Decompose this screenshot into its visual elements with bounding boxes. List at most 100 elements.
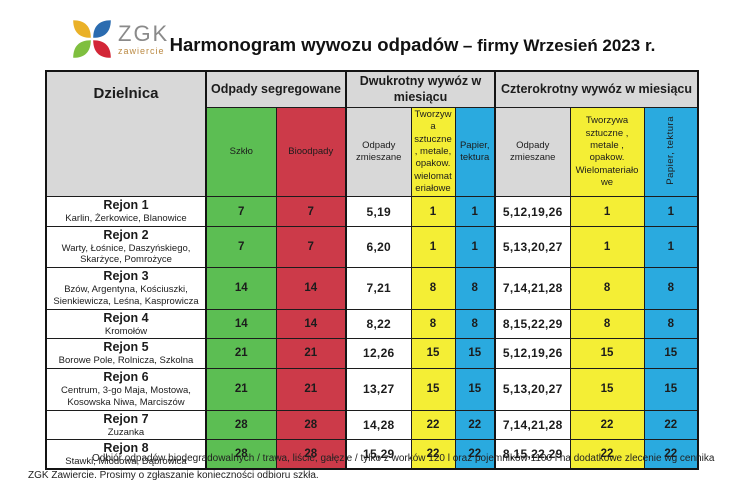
cell-zmieszane-4x: 5,13,20,27	[494, 367, 571, 411]
cell-region: Rejon 6 Centrum, 3-go Maja, Mostowa, Kos…	[45, 367, 207, 411]
zgk-leaves-icon	[72, 19, 112, 59]
logo-brand-text: ZGK	[118, 20, 170, 46]
subheader-papier-4x-label: Papier, tektura	[664, 115, 676, 185]
cell-szklo: 21	[205, 367, 277, 411]
region-name: Rejon 2	[103, 227, 149, 242]
cell-papier-4x: 15	[643, 367, 699, 411]
region-streets: Bzów, Argentyna, Kościuszki, Sienkiewicz…	[53, 284, 199, 307]
cell-papier-4x: 8	[643, 308, 699, 340]
region-streets: Warty, Łośnice, Daszyńskiego, Skarżyce, …	[61, 242, 191, 266]
cell-tworzywa-4x: 15	[569, 338, 645, 369]
subheader-zmieszane-2x: Odpady zmieszane	[345, 106, 412, 198]
cell-papier-2x: 15	[454, 367, 496, 411]
cell-tworzywa-4x: 8	[569, 266, 645, 310]
schedule-table: Dzielnica Odpady segregowane Dwukrotny w…	[45, 70, 700, 471]
cell-papier-2x: 1	[454, 196, 496, 227]
cell-papier-2x: 8	[454, 266, 496, 310]
header-dzielnica: Dzielnica	[45, 70, 207, 198]
cell-zmieszane-4x: 5,12,19,26	[494, 338, 571, 369]
cell-region: Rejon 1 Karlin, Żerkowice, Blanowice	[45, 196, 207, 227]
cell-tworzywa-4x: 1	[569, 196, 645, 227]
table-row: Rejon 6 Centrum, 3-go Maja, Mostowa, Kos…	[45, 367, 699, 411]
cell-papier-4x: 15	[643, 338, 699, 369]
cell-bioodpady: 21	[275, 338, 347, 369]
logo-subtitle-text: zawiercie	[118, 45, 165, 56]
cell-tworzywa-4x: 1	[569, 225, 645, 268]
region-name: Rejon 7	[103, 411, 149, 426]
region-name: Rejon 6	[103, 370, 149, 385]
cell-zmieszane-4x: 7,14,21,28	[494, 409, 571, 440]
cell-bioodpady: 21	[275, 367, 347, 411]
header-dwukrotny-wywoz: Dwukrotny wywóz w miesiącu	[344, 70, 496, 108]
table-row: Rejon 2 Warty, Łośnice, Daszyńskiego, Sk…	[45, 225, 699, 268]
page-title-main: Harmonogram wywozu odpadów	[169, 34, 459, 55]
subheader-tworzywa-4x: Tworzywa sztuczne , metale , opakow. Wie…	[569, 106, 645, 198]
region-streets: Stawki, Miodowa, Dąbrowica	[65, 455, 187, 467]
footnote: Odbiór odpadów biodegradowalnych / trawa…	[28, 453, 715, 481]
table-row: Rejon 7 Zuzanka 28 28 14,28 22 22 7,14,2…	[45, 409, 699, 440]
cell-papier-4x: 1	[643, 225, 699, 268]
subheader-szklo: Szkło	[205, 106, 277, 198]
cell-zmieszane-2x: 15,29	[345, 438, 412, 470]
table-row: Rejon 5 Borowe Pole, Rolnicza, Szkolna 2…	[45, 338, 699, 369]
cell-zmieszane-2x: 6,20	[345, 225, 412, 268]
cell-region: Rejon 5 Borowe Pole, Rolnicza, Szkolna	[45, 338, 207, 369]
cell-tworzywa-2x: 15	[410, 367, 456, 411]
cell-tworzywa-4x: 8	[569, 308, 645, 340]
table-row: Rejon 1 Karlin, Żerkowice, Blanowice 7 7…	[45, 196, 699, 227]
cell-szklo: 7	[205, 196, 277, 227]
region-name: Rejon 4	[103, 310, 149, 325]
cell-bioodpady: 14	[275, 266, 347, 310]
cell-zmieszane-2x: 7,21	[345, 266, 412, 310]
cell-bioodpady: 7	[275, 196, 347, 227]
region-streets: Centrum, 3-go Maja, Mostowa, Kosowska Ni…	[61, 385, 191, 408]
header-czterokrotny-wywoz: Czterokrotny wywóz w miesiącu	[494, 70, 699, 108]
region-streets: Borowe Pole, Rolnicza, Szkolna	[58, 355, 194, 367]
region-name: Rejon 1	[103, 198, 149, 213]
cell-papier-2x: 15	[454, 338, 496, 369]
cell-zmieszane-4x: 5,13,20,27	[494, 225, 571, 268]
cell-bioodpady: 28	[275, 409, 347, 440]
cell-zmieszane-4x: 5,12,19,26	[494, 196, 571, 227]
region-streets: Zuzanka	[107, 426, 145, 438]
table-row: Rejon 8 Stawki, Miodowa, Dąbrowica 28 28…	[45, 438, 699, 470]
cell-region: Rejon 7 Zuzanka	[45, 409, 207, 440]
region-name: Rejon 3	[103, 269, 149, 284]
cell-tworzywa-2x: 15	[410, 338, 456, 369]
region-streets: Karlin, Żerkowice, Blanowice	[65, 213, 187, 225]
table-row: Rejon 4 Kromołów 14 14 8,22 8 8 8,15,22,…	[45, 308, 699, 340]
subheader-zmieszane-4x: Odpady zmieszane	[494, 106, 571, 198]
cell-szklo: 14	[205, 266, 277, 310]
cell-tworzywa-2x: 8	[410, 266, 456, 310]
cell-papier-2x: 8	[454, 308, 496, 340]
cell-zmieszane-4x: 8,15,22,29	[494, 308, 571, 340]
cell-papier-2x: 22	[454, 409, 496, 440]
cell-zmieszane-2x: 13,27	[345, 367, 412, 411]
cell-bioodpady: 28	[275, 438, 347, 470]
cell-zmieszane-2x: 5,19	[345, 196, 412, 227]
cell-szklo: 28	[205, 409, 277, 440]
cell-region: Rejon 8 Stawki, Miodowa, Dąbrowica	[45, 438, 207, 470]
cell-zmieszane-2x: 8,22	[345, 308, 412, 340]
cell-papier-4x: 8	[643, 266, 699, 310]
cell-region: Rejon 4 Kromołów	[45, 308, 207, 340]
subheader-papier-2x: Papier, tektura	[454, 106, 496, 198]
cell-szklo: 28	[205, 438, 277, 470]
cell-zmieszane-2x: 12,26	[345, 338, 412, 369]
header-odpady-segregowane: Odpady segregowane	[205, 70, 347, 108]
cell-tworzywa-2x: 1	[410, 225, 456, 268]
cell-papier-4x: 22	[643, 438, 699, 470]
subheader-bioodpady: Bioodpady	[275, 106, 347, 198]
subheader-tworzywa-2x: Tworzywa sztuczne, metale, opakow. wielo…	[410, 106, 456, 198]
cell-szklo: 21	[205, 338, 277, 369]
region-name: Rejon 5	[103, 340, 149, 355]
subheader-papier-4x: Papier, tektura	[643, 106, 699, 198]
page-title-suffix: – firmy Wrzesień 2023 r.	[462, 36, 656, 55]
cell-tworzywa-4x: 15	[569, 367, 645, 411]
cell-tworzywa-2x: 1	[410, 196, 456, 227]
region-name: Rejon 8	[103, 440, 149, 455]
cell-region: Rejon 2 Warty, Łośnice, Daszyńskiego, Sk…	[45, 225, 207, 268]
cell-szklo: 14	[205, 308, 277, 340]
cell-tworzywa-2x: 22	[410, 438, 456, 470]
